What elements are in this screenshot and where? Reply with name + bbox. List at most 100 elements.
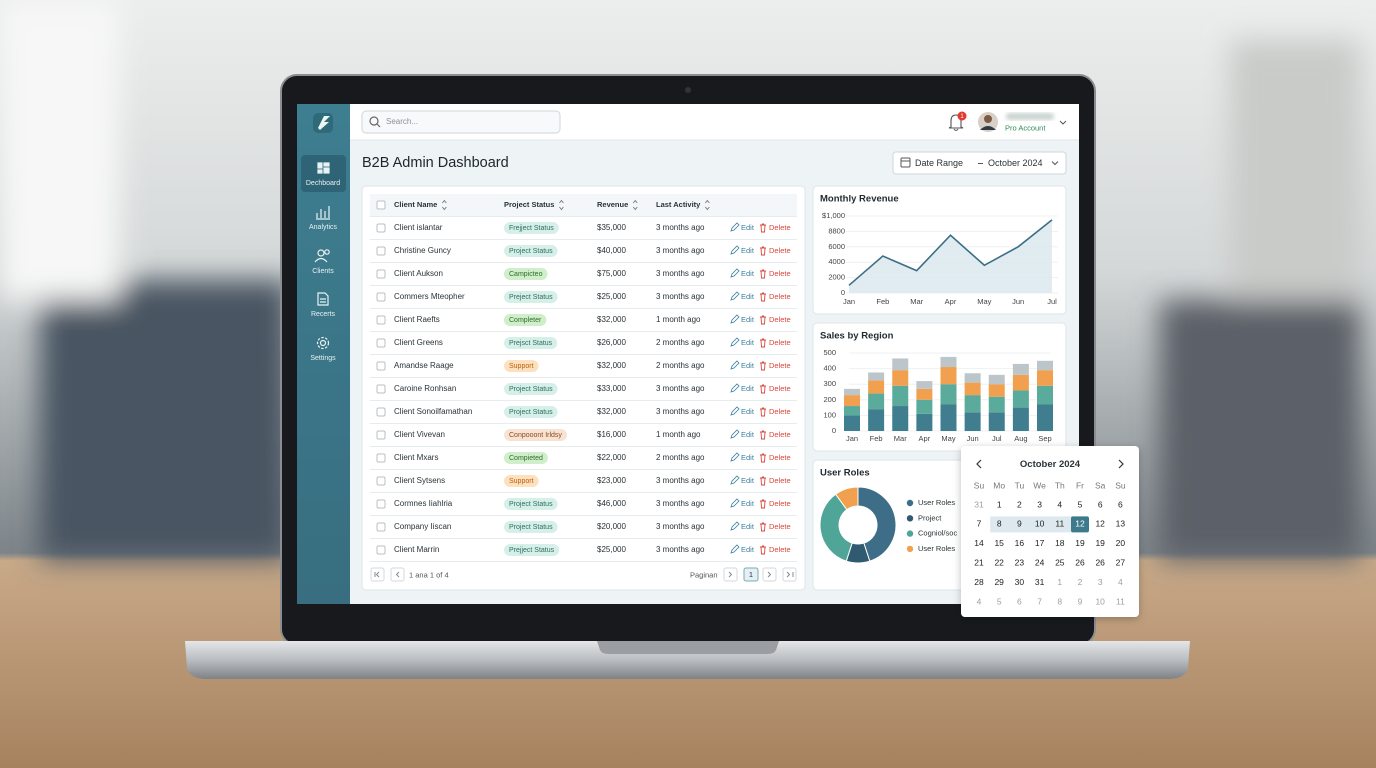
- checkbox[interactable]: [376, 269, 386, 279]
- page-button[interactable]: [390, 567, 405, 582]
- checkbox[interactable]: [376, 361, 386, 371]
- delete-action[interactable]: Delete: [769, 246, 791, 255]
- delete-action[interactable]: Delete: [769, 545, 791, 554]
- calendar-day[interactable]: 31: [1035, 577, 1045, 587]
- edit-action[interactable]: Edit: [741, 384, 755, 393]
- edit-action[interactable]: Edit: [741, 292, 755, 301]
- checkbox[interactable]: [376, 246, 386, 256]
- calendar-day[interactable]: 5: [997, 596, 1002, 606]
- calendar-day[interactable]: 3: [1098, 577, 1103, 587]
- calendar-day[interactable]: 4: [1118, 577, 1123, 587]
- account-chevron[interactable]: [1059, 120, 1067, 125]
- page-button[interactable]: [723, 567, 738, 582]
- edit-action[interactable]: Edit: [741, 453, 755, 462]
- calendar-day[interactable]: 9: [1017, 519, 1022, 529]
- calendar-day[interactable]: 10: [1095, 596, 1105, 606]
- checkbox[interactable]: [376, 522, 386, 532]
- calendar-day[interactable]: 9: [1078, 596, 1083, 606]
- checkbox[interactable]: [376, 384, 386, 394]
- calendar-day[interactable]: 11: [1055, 519, 1064, 529]
- calendar-day[interactable]: 4: [1057, 499, 1062, 509]
- calendar-day[interactable]: 24: [1035, 557, 1045, 567]
- edit-action[interactable]: Edit: [741, 315, 755, 324]
- nav-item[interactable]: Analytics: [309, 224, 338, 231]
- calendar-day[interactable]: 16: [1015, 538, 1025, 548]
- nav-item[interactable]: Settings: [310, 355, 336, 362]
- delete-action[interactable]: Delete: [769, 453, 791, 462]
- bell-icon[interactable]: [948, 114, 964, 132]
- edit-action[interactable]: Edit: [741, 269, 755, 278]
- edit-action[interactable]: Edit: [741, 522, 755, 531]
- calendar-day[interactable]: 5: [1078, 499, 1083, 509]
- column-header[interactable]: Project Status: [504, 200, 554, 209]
- calendar-day[interactable]: 2: [1078, 577, 1083, 587]
- calendar-day[interactable]: 23: [1015, 557, 1025, 567]
- delete-action[interactable]: Delete: [769, 315, 791, 324]
- delete-action[interactable]: Delete: [769, 407, 791, 416]
- delete-action[interactable]: Delete: [769, 499, 791, 508]
- delete-action[interactable]: Delete: [769, 430, 791, 439]
- checkbox[interactable]: [376, 476, 386, 486]
- calendar-day[interactable]: 25: [1055, 557, 1065, 567]
- calendar-day[interactable]: 6: [1098, 499, 1103, 509]
- delete-action[interactable]: Delete: [769, 384, 791, 393]
- checkbox[interactable]: [376, 453, 386, 463]
- edit-action[interactable]: Edit: [741, 338, 755, 347]
- edit-action[interactable]: Edit: [741, 407, 755, 416]
- edit-action[interactable]: Edit: [741, 430, 755, 439]
- calendar-day[interactable]: 20: [1116, 538, 1126, 548]
- calendar-day[interactable]: 29: [994, 577, 1004, 587]
- nav-item[interactable]: Dechboard: [306, 180, 340, 187]
- calendar-day[interactable]: 31: [974, 499, 984, 509]
- calendar-day[interactable]: 15: [994, 538, 1004, 548]
- calendar-day[interactable]: 12: [1075, 519, 1085, 529]
- calendar-day[interactable]: 28: [974, 577, 984, 587]
- calendar-day[interactable]: 30: [1015, 577, 1025, 587]
- page-button[interactable]: [762, 567, 777, 582]
- calendar-day[interactable]: 13: [1116, 519, 1126, 529]
- calendar-day[interactable]: 6: [1017, 596, 1022, 606]
- calendar-day[interactable]: 2: [1017, 499, 1022, 509]
- calendar-day[interactable]: 18: [1055, 538, 1065, 548]
- edit-action[interactable]: Edit: [741, 499, 755, 508]
- calendar-day[interactable]: 8: [997, 519, 1002, 529]
- calendar-next[interactable]: [1118, 459, 1124, 469]
- calendar-day[interactable]: 3: [1037, 499, 1042, 509]
- calendar-prev[interactable]: [976, 459, 982, 469]
- column-header[interactable]: Last Activity: [656, 200, 701, 209]
- delete-action[interactable]: Delete: [769, 476, 791, 485]
- column-header[interactable]: Client Name: [394, 200, 437, 209]
- edit-action[interactable]: Edit: [741, 223, 755, 232]
- checkbox[interactable]: [376, 338, 386, 348]
- calendar-day[interactable]: 22: [994, 557, 1004, 567]
- checkbox[interactable]: [376, 292, 386, 302]
- calendar-day[interactable]: 1: [997, 499, 1002, 509]
- calendar-day[interactable]: 12: [1095, 519, 1105, 529]
- delete-action[interactable]: Delete: [769, 269, 791, 278]
- checkbox[interactable]: [376, 223, 386, 233]
- checkbox[interactable]: [376, 499, 386, 509]
- search-box[interactable]: [361, 110, 561, 134]
- calendar-day[interactable]: 7: [977, 519, 982, 529]
- checkbox[interactable]: [376, 407, 386, 417]
- calendar-day[interactable]: 19: [1075, 538, 1085, 548]
- checkbox[interactable]: [376, 315, 386, 325]
- delete-action[interactable]: Delete: [769, 223, 791, 232]
- edit-action[interactable]: Edit: [741, 545, 755, 554]
- calendar-day[interactable]: 14: [974, 538, 984, 548]
- page-button[interactable]: [370, 567, 385, 582]
- calendar-day[interactable]: 26: [1075, 557, 1085, 567]
- column-header[interactable]: Revenue: [597, 200, 628, 209]
- calendar-day[interactable]: 26: [1095, 557, 1105, 567]
- nav-item[interactable]: Clients: [312, 268, 334, 275]
- calendar-day[interactable]: 4: [977, 596, 982, 606]
- edit-action[interactable]: Edit: [741, 246, 755, 255]
- delete-action[interactable]: Delete: [769, 292, 791, 301]
- checkbox[interactable]: [376, 545, 386, 555]
- calendar-day[interactable]: 19: [1095, 538, 1105, 548]
- calendar-day[interactable]: 10: [1035, 519, 1045, 529]
- delete-action[interactable]: Delete: [769, 338, 791, 347]
- checkbox[interactable]: [376, 200, 386, 210]
- calendar-day[interactable]: 17: [1035, 538, 1045, 548]
- calendar-day[interactable]: 21: [974, 557, 984, 567]
